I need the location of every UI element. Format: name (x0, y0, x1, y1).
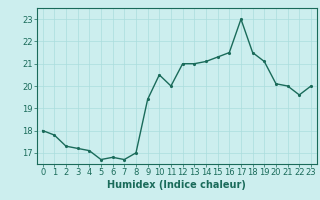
X-axis label: Humidex (Indice chaleur): Humidex (Indice chaleur) (108, 180, 246, 190)
